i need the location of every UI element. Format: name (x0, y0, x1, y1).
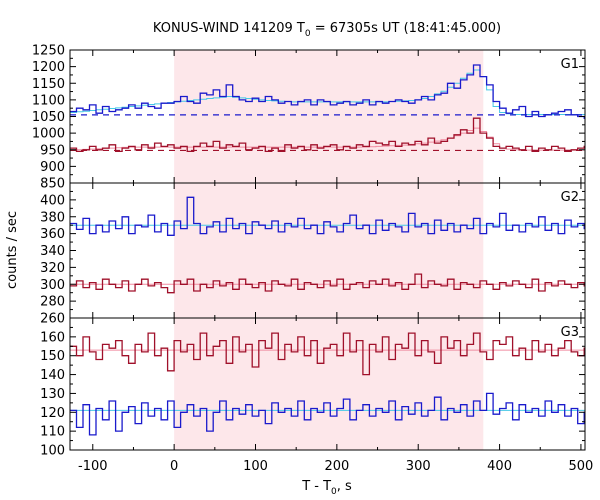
panel-g3-label: G3 (561, 325, 579, 340)
panel-g3-y-tick-label: 100 (40, 444, 65, 459)
x-axis-label: T - T0, s (301, 479, 352, 497)
panel-g3-series-blue (70, 392, 585, 436)
panel-g1-y-tick-label: 850 (40, 177, 65, 192)
chart-title-main: KONUS-WIND 141209 T (153, 21, 305, 36)
panel-g3-series-red (70, 332, 585, 376)
panel-g1-y-tick-label: 1000 (32, 127, 65, 142)
panel-g1-y-tick-label: 1150 (32, 77, 65, 92)
panel-g3-y-tick-label: 160 (40, 330, 65, 345)
panel-g1-y-tick-label: 950 (40, 143, 65, 158)
x-tick-label: 0 (170, 459, 178, 474)
x-tick-label: 400 (487, 459, 512, 474)
panel-g1-series-blue (70, 64, 585, 119)
x-tick-label: 500 (569, 459, 594, 474)
panel-g2-series-red (70, 273, 585, 294)
panel-g2-y-tick-label: 320 (40, 261, 65, 276)
panel-g1-series-red (70, 117, 585, 153)
x-axis-label-main: T - T (301, 479, 331, 494)
plot-layer: 850900950100010501100115012001250G126028… (32, 44, 593, 475)
panel-g1-fit-line-2 (70, 127, 585, 151)
panel-g1-y-tick-label: 1250 (32, 44, 65, 59)
panel-g2-y-tick-label: 300 (40, 278, 65, 293)
panel-g1-y-tick-label: 900 (40, 160, 65, 175)
panel-g2-y-tick-label: 380 (40, 210, 65, 225)
chart-title-subscript: 0 (305, 29, 311, 39)
panel-g2-y-tick-label: 340 (40, 244, 65, 259)
chart-title: KONUS-WIND 141209 T0 = 67305s UT (18:41:… (153, 21, 501, 39)
panel-g3-y-tick-label: 120 (40, 406, 65, 421)
x-axis-label-subscript: 0 (331, 487, 337, 497)
x-tick-label: 300 (406, 459, 431, 474)
panel-g1-y-tick-label: 1200 (32, 60, 65, 75)
x-tick-label: 100 (243, 459, 268, 474)
panel-g2-y-tick-label: 400 (40, 193, 65, 208)
panel-g3-y-tick-label: 140 (40, 368, 65, 383)
panel-g2-y-tick-label: 260 (40, 312, 65, 327)
x-tick-label: 200 (324, 459, 349, 474)
panel-g1-y-tick-label: 1100 (32, 93, 65, 108)
x-tick-label: -100 (78, 459, 108, 474)
x-axis-label-rest: , s (337, 479, 352, 494)
panel-g2-label: G2 (561, 190, 579, 205)
panel-g3-y-tick-label: 110 (40, 425, 65, 440)
panel-g1-label: G1 (561, 57, 579, 72)
chart-title-rest: = 67305s UT (18:41:45.000) (311, 21, 501, 36)
panel-g3-y-tick-label: 130 (40, 387, 65, 402)
shaded-interval (174, 50, 484, 450)
panel-g2-series-blue (70, 196, 585, 236)
panel-g1-y-tick-label: 1050 (32, 110, 65, 125)
y-axis-label: counts / sec (5, 211, 20, 289)
panel-g2-y-tick-label: 360 (40, 227, 65, 242)
panel-g2-y-tick-label: 280 (40, 295, 65, 310)
panel-g3-y-tick-label: 150 (40, 349, 65, 364)
